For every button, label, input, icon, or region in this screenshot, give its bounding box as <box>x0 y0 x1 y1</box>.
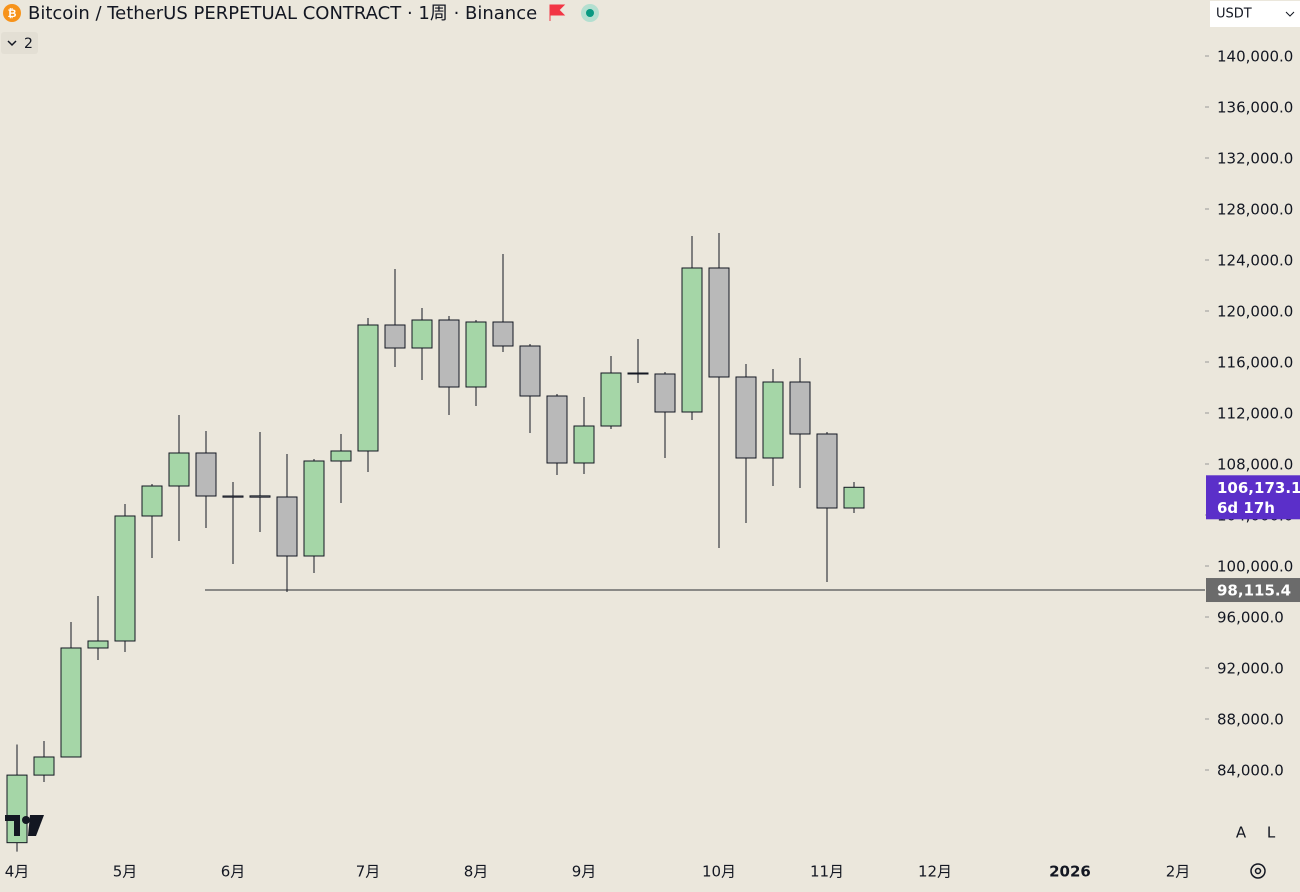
x-tick-label: 10月 <box>702 863 736 881</box>
candle-body <box>681 267 703 413</box>
candle-body <box>627 372 649 375</box>
candle-body <box>600 372 622 427</box>
countdown-label: 6d 17h <box>1217 499 1275 517</box>
candle-body <box>357 324 379 452</box>
candle-body <box>654 373 676 413</box>
candle-body <box>195 452 217 497</box>
settings-icon[interactable] <box>1250 863 1266 879</box>
y-tick-label: 108,000.0 <box>1217 455 1293 473</box>
candle-body <box>168 452 190 487</box>
y-tick-label: 124,000.0 <box>1217 251 1293 269</box>
candle-body <box>222 495 244 498</box>
candle-body <box>411 319 433 349</box>
candle-body <box>465 321 487 388</box>
x-tick-label: 8月 <box>464 863 489 881</box>
candle-body <box>573 425 595 464</box>
y-tick-label: 140,000.0 <box>1217 47 1293 65</box>
last-price-label: 106,173.1 <box>1217 479 1300 497</box>
candle-body <box>708 267 730 378</box>
log-scale-button[interactable]: L <box>1267 824 1276 842</box>
indicator-count: 2 <box>24 36 33 52</box>
btc-icon <box>3 4 21 22</box>
currency-select[interactable] <box>1210 1 1300 27</box>
currency-label: USDT <box>1216 7 1252 22</box>
y-tick-label: 84,000.0 <box>1217 761 1284 779</box>
candle-body <box>276 496 298 557</box>
hline-price-label: 98,115.4 <box>1217 582 1291 600</box>
candle-body <box>492 321 514 347</box>
x-tick-label: 7月 <box>356 863 381 881</box>
logo-v <box>28 815 44 836</box>
candle-body <box>249 495 271 498</box>
candle-body <box>816 433 838 509</box>
flag-icon[interactable] <box>549 4 566 21</box>
candle-body <box>33 756 55 776</box>
candle-body <box>114 515 136 642</box>
candle-body <box>546 395 568 464</box>
status-dot <box>586 9 594 17</box>
y-tick-label: 136,000.0 <box>1217 98 1293 116</box>
logo-dot <box>22 816 30 824</box>
gear-inner <box>1254 867 1262 875</box>
candle-body <box>789 381 811 435</box>
x-tick-label: 9月 <box>572 863 597 881</box>
auto-scale-button[interactable]: A <box>1236 824 1247 842</box>
x-tick-label: 5月 <box>113 863 138 881</box>
candle-body <box>141 485 163 517</box>
x-tick-label: 6月 <box>221 863 246 881</box>
candle-body <box>384 324 406 349</box>
y-tick-label: 96,000.0 <box>1217 608 1284 626</box>
candle-body <box>303 460 325 557</box>
y-tick-label: 100,000.0 <box>1217 557 1293 575</box>
logo-t <box>5 815 20 836</box>
y-tick-label: 128,000.0 <box>1217 200 1293 218</box>
y-tick-label: 88,000.0 <box>1217 710 1284 728</box>
candle-body <box>735 376 757 459</box>
x-tick-label: 12月 <box>918 863 952 881</box>
btc-symbol: ₿ <box>8 7 17 20</box>
candle-body <box>438 319 460 388</box>
x-tick-label: 4月 <box>5 863 30 881</box>
candle-body <box>843 486 865 509</box>
x-tick-label: 11月 <box>810 863 844 881</box>
candle-body <box>519 345 541 397</box>
y-tick-label: 116,000.0 <box>1217 353 1293 371</box>
chart-title: Bitcoin / TetherUS PERPETUAL CONTRACT · … <box>28 3 537 24</box>
candle-body <box>87 640 109 649</box>
hline-price-tag <box>1206 578 1300 603</box>
tv-logo <box>5 815 44 836</box>
y-tick-label: 112,000.0 <box>1217 404 1293 422</box>
gear-outer <box>1250 863 1266 879</box>
x-tick-label: 2月 <box>1166 863 1191 881</box>
select-chevron <box>1285 11 1295 17</box>
candle-body <box>6 774 28 844</box>
y-tick-label: 92,000.0 <box>1217 659 1284 677</box>
indicator-toggle[interactable] <box>1 32 38 54</box>
x-tick-label: 2026 <box>1049 863 1091 881</box>
y-tick-label: 120,000.0 <box>1217 302 1293 320</box>
last-price-tag <box>1206 475 1300 520</box>
plot: 84,000.0 88,000.0 92,000.0 96,000.0 100,000.… <box>5 0 1300 888</box>
candle-body <box>762 381 784 459</box>
candle-body <box>60 647 82 758</box>
candle-body <box>330 450 352 462</box>
chevron <box>7 40 17 47</box>
y-tick-label: 132,000.0 <box>1217 149 1293 167</box>
